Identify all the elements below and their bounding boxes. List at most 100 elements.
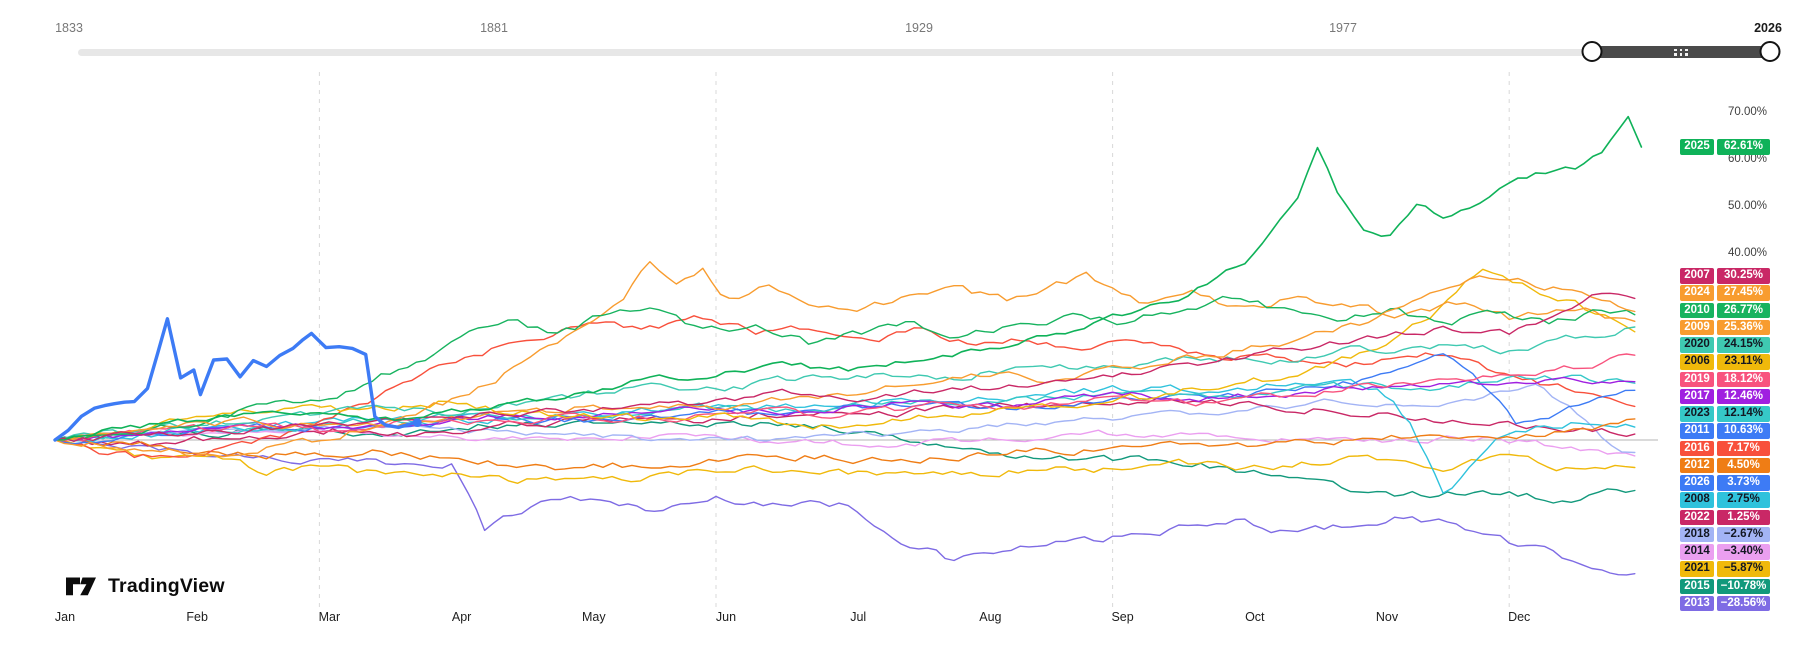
year-label-row-2018: 2018 −2.67% [1680,526,1770,543]
series-line-2018 [54,383,1636,454]
year-label-row-2016: 2016 7.17% [1680,440,1770,456]
month-label-dec: Dec [1508,610,1531,624]
year-badge-2009: 2009 [1680,319,1714,336]
year-label-row-2015: 2015 −10.78% [1680,578,1770,594]
year-label-row-2007: 2007 30.25% [1680,268,1770,284]
series-line-2019 [54,353,1636,442]
value-badge-2014: −3.40% [1717,544,1770,560]
slider-drag-dots-icon [1674,48,1688,56]
series-end-dot-2026 [412,418,422,428]
value-badge-2010: 26.77% [1717,302,1770,318]
series-line-2014 [54,428,1636,457]
value-badge-2007: 30.25% [1717,268,1770,284]
tradingview-logo[interactable]: TradingView [66,575,225,598]
slider-track[interactable] [78,49,1776,56]
year-label-row-2019: 2019 18.12% [1680,371,1770,387]
year-badge-2012: 2012 [1680,457,1714,474]
timeline-year-1977: 1977 [1329,21,1357,35]
year-label-row-2006: 2006 23.11% [1680,354,1770,370]
series-line-2012 [54,418,1636,471]
series-line-2020 [54,326,1636,441]
year-label-row-2017: 2017 12.46% [1680,388,1770,405]
year-badge-2013: 2013 [1680,595,1714,612]
month-label-nov: Nov [1375,610,1399,624]
year-badge-2021: 2021 [1680,561,1714,577]
series-line-2010 [54,295,1636,441]
value-badge-2011: 10.63% [1717,423,1770,439]
year-label-row-2024: 2024 27.45% [1680,285,1770,301]
value-badge-2006: 23.11% [1717,354,1770,370]
value-badge-2008: 2.75% [1717,492,1770,508]
tradingview-logo-text: TradingView [108,575,225,597]
year-label-row-2012: 2012 4.50% [1680,457,1770,474]
value-badge-2022: 1.25% [1717,509,1770,525]
year-label-row-2020: 2020 24.15% [1680,337,1770,353]
value-badge-2020: 24.15% [1717,337,1770,353]
timeline-year-2026: 2026 [1754,21,1782,35]
value-badge-2018: −2.67% [1717,526,1770,543]
year-badge-2018: 2018 [1680,526,1714,543]
value-badge-2024: 27.45% [1717,285,1770,301]
year-label-row-2025: 2025 62.61% [1680,139,1770,155]
series-line-2026 [53,317,419,442]
year-badge-2017: 2017 [1680,388,1714,405]
y-axis-label-70.00%: 70.00% [1727,106,1767,118]
year-label-row-2021: 2021 −5.87% [1680,561,1770,577]
series-line-2009 [54,261,1636,458]
value-badge-2016: 7.17% [1717,440,1770,456]
series-line-2006 [54,268,1636,441]
year-label-row-2010: 2010 26.77% [1680,302,1770,318]
value-badge-2012: 4.50% [1717,457,1770,474]
value-badge-2017: 12.46% [1717,388,1770,405]
year-badge-2014: 2014 [1680,544,1714,560]
month-label-apr: Apr [451,610,472,624]
year-label-row-2009: 2009 25.36% [1680,319,1770,336]
series-line-2016 [54,315,1636,459]
month-label-jul: Jul [850,610,867,624]
series-line-2025 [54,115,1643,441]
series-line-2017 [54,376,1636,441]
series-line-2013 [54,436,1636,576]
series-line-2007 [54,292,1636,442]
tradingview-logo-icon [66,577,96,596]
year-badge-2011: 2011 [1680,423,1714,439]
slider-selected-range[interactable] [1592,46,1770,58]
year-badge-2023: 2023 [1680,406,1714,422]
year-badge-2026: 2026 [1680,475,1714,491]
y-axis-label-60.00%: 60.00% [1727,153,1767,165]
year-label-row-2011: 2011 10.63% [1680,423,1770,439]
series-line-2021 [54,439,1636,484]
value-badge-2019: 18.12% [1717,371,1770,387]
year-badge-2008: 2008 [1680,492,1714,508]
month-label-jan: Jan [54,610,76,624]
month-label-oct: Oct [1245,610,1265,624]
year-label-row-2014: 2014 −3.40% [1680,544,1770,560]
month-label-feb: Feb [186,610,208,624]
year-badge-2025: 2025 [1680,139,1714,155]
month-label-mar: Mar [318,610,341,624]
value-badge-2013: −28.56% [1717,595,1770,612]
value-badge-2026: 3.73% [1717,475,1770,491]
slider-handle-left[interactable] [1581,41,1603,62]
month-label-may: May [581,610,606,624]
year-badge-2022: 2022 [1680,509,1714,525]
year-badge-2015: 2015 [1680,578,1714,594]
year-label-row-2013: 2013 −28.56% [1680,595,1770,612]
year-label-row-2023: 2023 12.14% [1680,406,1770,422]
timeline-year-1833: 1833 [55,21,83,35]
slider-handle-right[interactable] [1759,41,1781,62]
history-range-slider: 1833 1881 1929 1977 2026 [0,0,1800,70]
year-label-row-2008: 2008 2.75% [1680,492,1770,508]
value-badge-2015: −10.78% [1717,578,1770,594]
year-badge-2019: 2019 [1680,371,1714,387]
month-label-aug: Aug [979,610,1002,624]
month-label-jun: Jun [715,610,737,624]
timeline-year-1929: 1929 [905,21,933,35]
year-label-row-2026: 2026 3.73% [1680,475,1770,491]
value-badge-2009: 25.36% [1717,319,1770,336]
year-label-row-2022: 2022 1.25% [1680,509,1770,525]
year-badge-2010: 2010 [1680,302,1714,318]
series-line-2024 [54,275,1636,441]
